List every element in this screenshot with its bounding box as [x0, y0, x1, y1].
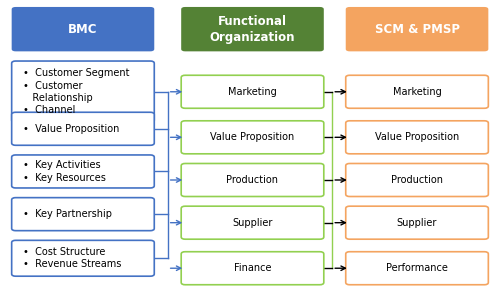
FancyBboxPatch shape	[181, 121, 324, 154]
Text: BMC: BMC	[68, 23, 98, 36]
FancyBboxPatch shape	[12, 155, 154, 188]
Text: Functional
Organization: Functional Organization	[210, 15, 295, 44]
Text: Finance: Finance	[234, 263, 271, 273]
FancyBboxPatch shape	[346, 252, 488, 285]
FancyBboxPatch shape	[181, 164, 324, 196]
FancyBboxPatch shape	[181, 7, 324, 51]
Text: Marketing: Marketing	[228, 87, 277, 97]
FancyBboxPatch shape	[12, 61, 154, 122]
Text: Performance: Performance	[386, 263, 448, 273]
Text: Value Proposition: Value Proposition	[210, 132, 294, 142]
Text: Production: Production	[226, 175, 278, 185]
Text: •  Cost Structure
•  Revenue Streams: • Cost Structure • Revenue Streams	[23, 247, 122, 269]
FancyBboxPatch shape	[12, 112, 154, 145]
FancyBboxPatch shape	[12, 240, 154, 276]
Text: Supplier: Supplier	[397, 218, 437, 228]
FancyBboxPatch shape	[346, 206, 488, 239]
Text: Production: Production	[391, 175, 443, 185]
Text: •  Key Activities
•  Key Resources: • Key Activities • Key Resources	[23, 160, 106, 183]
FancyBboxPatch shape	[12, 198, 154, 231]
FancyBboxPatch shape	[181, 206, 324, 239]
Text: •  Key Partnership: • Key Partnership	[23, 209, 112, 219]
Text: Marketing: Marketing	[392, 87, 442, 97]
FancyBboxPatch shape	[346, 164, 488, 196]
FancyBboxPatch shape	[346, 7, 488, 51]
Text: Value Proposition: Value Proposition	[375, 132, 459, 142]
Text: •  Customer Segment
•  Customer
   Relationship
•  Channel: • Customer Segment • Customer Relationsh…	[23, 68, 130, 115]
FancyBboxPatch shape	[181, 252, 324, 285]
FancyBboxPatch shape	[346, 75, 488, 108]
Text: Supplier: Supplier	[232, 218, 272, 228]
FancyBboxPatch shape	[12, 7, 154, 51]
Text: •  Value Proposition: • Value Proposition	[23, 124, 120, 134]
FancyBboxPatch shape	[346, 121, 488, 154]
Text: SCM & PMSP: SCM & PMSP	[374, 23, 460, 36]
FancyBboxPatch shape	[181, 75, 324, 108]
